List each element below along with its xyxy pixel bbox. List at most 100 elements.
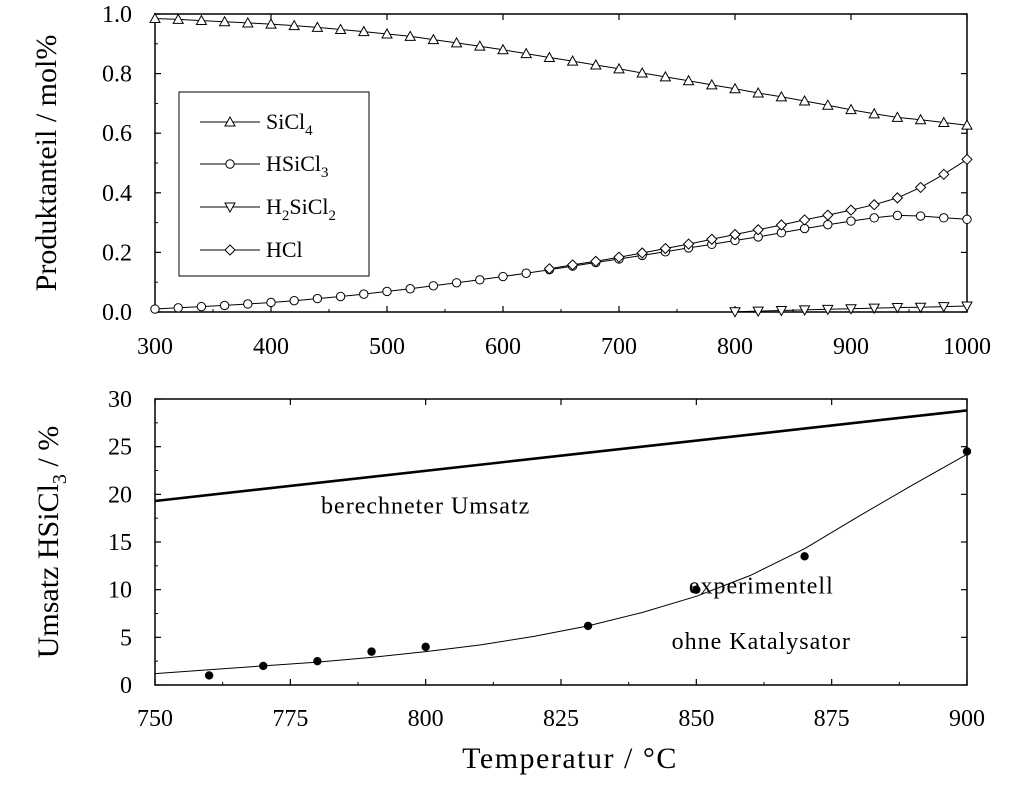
data-point-HSiCl3 <box>475 275 485 285</box>
data-point-HSiCl3 <box>846 216 856 226</box>
data-point-HCl <box>613 251 625 263</box>
data-point-H2SiCl2 <box>775 306 788 317</box>
data-point-SiCl4 <box>566 55 579 66</box>
data-point-H2SiCl2 <box>891 303 904 314</box>
bottom-x-tick-label: 775 <box>272 706 308 732</box>
data-point-SiCl4 <box>334 23 347 34</box>
legend-label: HSiCl3 <box>266 151 329 181</box>
top-x-tick-label: 500 <box>369 334 405 360</box>
data-point-HSiCl3 <box>359 289 369 299</box>
data-point-experimentell <box>421 642 430 652</box>
series-SiCl4 <box>149 12 973 130</box>
data-point-HCl <box>891 192 904 204</box>
bottom-y-axis-label: Umsatz HSiCl3 / % <box>32 426 71 659</box>
data-point-HSiCl3 <box>289 295 299 306</box>
data-point-H2SiCl2 <box>868 303 881 315</box>
data-point-HSiCl3 <box>428 281 439 291</box>
data-point-SiCl4 <box>659 70 672 82</box>
legend-item: HCl <box>200 237 303 262</box>
data-point-SiCl4 <box>450 36 463 48</box>
data-point-HCl <box>729 228 741 241</box>
bottom-y-tick-label: 20 <box>108 482 132 508</box>
annotation: experimentell <box>689 573 834 599</box>
data-point-HSiCl3 <box>196 301 207 312</box>
annotation: berechneter Umsatz <box>321 493 530 519</box>
annotation: ohne Katalysator <box>672 629 851 655</box>
top-x-tick-label: 600 <box>485 334 521 360</box>
legend-label: HCl <box>266 237 303 262</box>
data-point-SiCl4 <box>427 33 440 45</box>
data-point-HSiCl3 <box>382 286 392 297</box>
data-point-HCl <box>543 263 556 275</box>
data-point-SiCl4 <box>914 113 927 125</box>
data-point-experimentell <box>367 647 376 656</box>
data-point-H2SiCl2 <box>821 304 834 316</box>
top-x-tick-label: 1000 <box>943 334 991 360</box>
data-point-SiCl4 <box>520 47 533 59</box>
bottom-y-tick-label: 5 <box>120 625 132 651</box>
data-point-SiCl4 <box>821 99 834 110</box>
data-point-SiCl4 <box>497 43 509 55</box>
top-y-axis-label: Produktanteil / mol% <box>30 35 63 292</box>
data-point-SiCl4 <box>357 25 370 37</box>
data-point-HSiCl3 <box>243 299 253 309</box>
data-point-HCl <box>706 233 718 245</box>
data-point-HSiCl3 <box>312 293 323 304</box>
top-panel: 300 400 500 600 700 800 900 1000 0.0 0.2 0.4 0.6 0.8… <box>30 2 991 360</box>
data-point-SiCl4 <box>195 14 208 26</box>
data-point-HCl <box>938 168 950 181</box>
bottom-x-tick-label: 825 <box>543 706 579 732</box>
top-y-tick-label: 0.8 <box>102 62 132 88</box>
series-H2SiCl2 <box>729 301 973 318</box>
data-point-experimentell <box>204 671 214 680</box>
data-point-HSiCl3 <box>892 210 903 221</box>
bottom-x-tick-label: 900 <box>949 706 985 732</box>
data-point-HSiCl3 <box>173 303 183 313</box>
legend-item: SiCl4 <box>200 109 313 139</box>
legend-item: HSiCl3 <box>200 151 329 181</box>
legend-marker <box>224 115 236 127</box>
bottom-x-tick-label: 850 <box>678 706 714 732</box>
top-y-tick-label: 0.4 <box>102 181 132 207</box>
data-point-SiCl4 <box>937 116 950 127</box>
data-point-SiCl4 <box>613 62 625 74</box>
bottom-panel: 750 775 800 825 850 875 900 0 5 10 15 20 25 30 berech… <box>32 387 985 775</box>
data-point-HSiCl3 <box>962 214 972 225</box>
bottom-y-tick-label: 0 <box>120 673 132 699</box>
bottom-x-tick-label: 750 <box>137 706 173 732</box>
top-x-tick-label: 800 <box>717 334 753 360</box>
data-point-HSiCl3 <box>405 284 415 294</box>
data-point-SiCl4 <box>404 30 417 41</box>
data-point-HCl <box>566 259 579 271</box>
data-point-HCl <box>845 204 857 216</box>
bottom-ticks <box>154 398 968 686</box>
data-point-HSiCl3 <box>823 219 833 230</box>
top-y-tick-label: 0.2 <box>102 240 132 266</box>
top-y-tick-label: 1.0 <box>102 2 132 28</box>
data-point-SiCl4 <box>589 58 602 70</box>
data-point-HCl <box>775 219 788 231</box>
data-point-SiCl4 <box>682 74 695 86</box>
data-point-SiCl4 <box>265 18 277 29</box>
data-point-SiCl4 <box>288 19 301 31</box>
data-point-HSiCl3 <box>451 278 462 288</box>
data-point-SiCl4 <box>729 82 741 94</box>
series-experimentell ohne Katalysator <box>204 447 972 680</box>
data-point-SiCl4 <box>961 119 973 130</box>
data-point-HSiCl3 <box>266 297 276 308</box>
series-line-SiCl4 <box>154 18 968 126</box>
data-point-SiCl4 <box>705 78 718 90</box>
top-y-tick-label: 0.6 <box>102 121 132 147</box>
bottom-y-tick-label: 15 <box>108 530 132 556</box>
bottom-series <box>154 409 972 680</box>
top-y-tick-label: 0.0 <box>102 300 132 326</box>
data-point-SiCl4 <box>775 90 788 102</box>
data-point-experimentell <box>692 585 701 594</box>
bottom-x-tick-label: 875 <box>814 706 850 732</box>
data-point-SiCl4 <box>172 13 185 24</box>
data-point-HSiCl3 <box>150 304 160 314</box>
x-axis-label: Temperatur / °C <box>462 742 678 775</box>
data-point-HCl <box>659 242 672 255</box>
legend-label: SiCl4 <box>266 109 313 139</box>
